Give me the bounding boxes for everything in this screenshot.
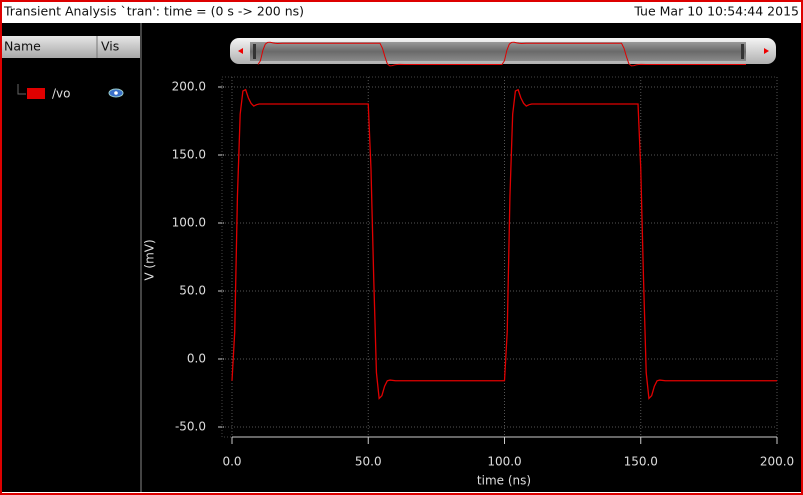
x-tick-label: 150.0	[624, 455, 658, 469]
window-title: Transient Analysis `tran': time = (0 s -…	[3, 4, 304, 19]
thumb-grip-left[interactable]	[253, 44, 256, 59]
y-tick-label: 50.0	[179, 284, 206, 298]
thumb-grip-right[interactable]	[741, 44, 744, 59]
list-header	[2, 36, 140, 58]
signal-line	[231, 88, 777, 400]
x-tick-label: 50.0	[355, 455, 382, 469]
y-tick-label: 100.0	[172, 216, 206, 230]
visibility-pupil	[114, 91, 118, 95]
y-axis-label: V (mV)	[143, 239, 157, 280]
y-tick-label: 200.0	[172, 80, 206, 94]
tree-line	[17, 84, 26, 95]
x-tick-label: 0.0	[222, 455, 241, 469]
signal-name[interactable]: /vo	[52, 87, 71, 101]
overview-thumb[interactable]	[250, 42, 746, 61]
scroll-right[interactable]	[764, 48, 769, 54]
vis-header[interactable]: Vis	[101, 39, 119, 54]
scroll-left[interactable]	[238, 48, 243, 54]
signal-swatch	[27, 88, 45, 99]
timestamp: Tue Mar 10 10:54:44 2015	[633, 4, 799, 19]
x-tick-label: 100.0	[487, 455, 521, 469]
overview-line	[257, 41, 746, 67]
y-tick-label: -50.0	[175, 420, 206, 434]
x-tick-label: 200.0	[760, 455, 794, 469]
panel-area	[2, 23, 801, 492]
x-axis-label: time (ns)	[477, 474, 531, 488]
y-tick-label: 150.0	[172, 148, 206, 162]
name-header[interactable]: Name	[4, 39, 41, 54]
y-tick-label: 0.0	[187, 352, 206, 366]
